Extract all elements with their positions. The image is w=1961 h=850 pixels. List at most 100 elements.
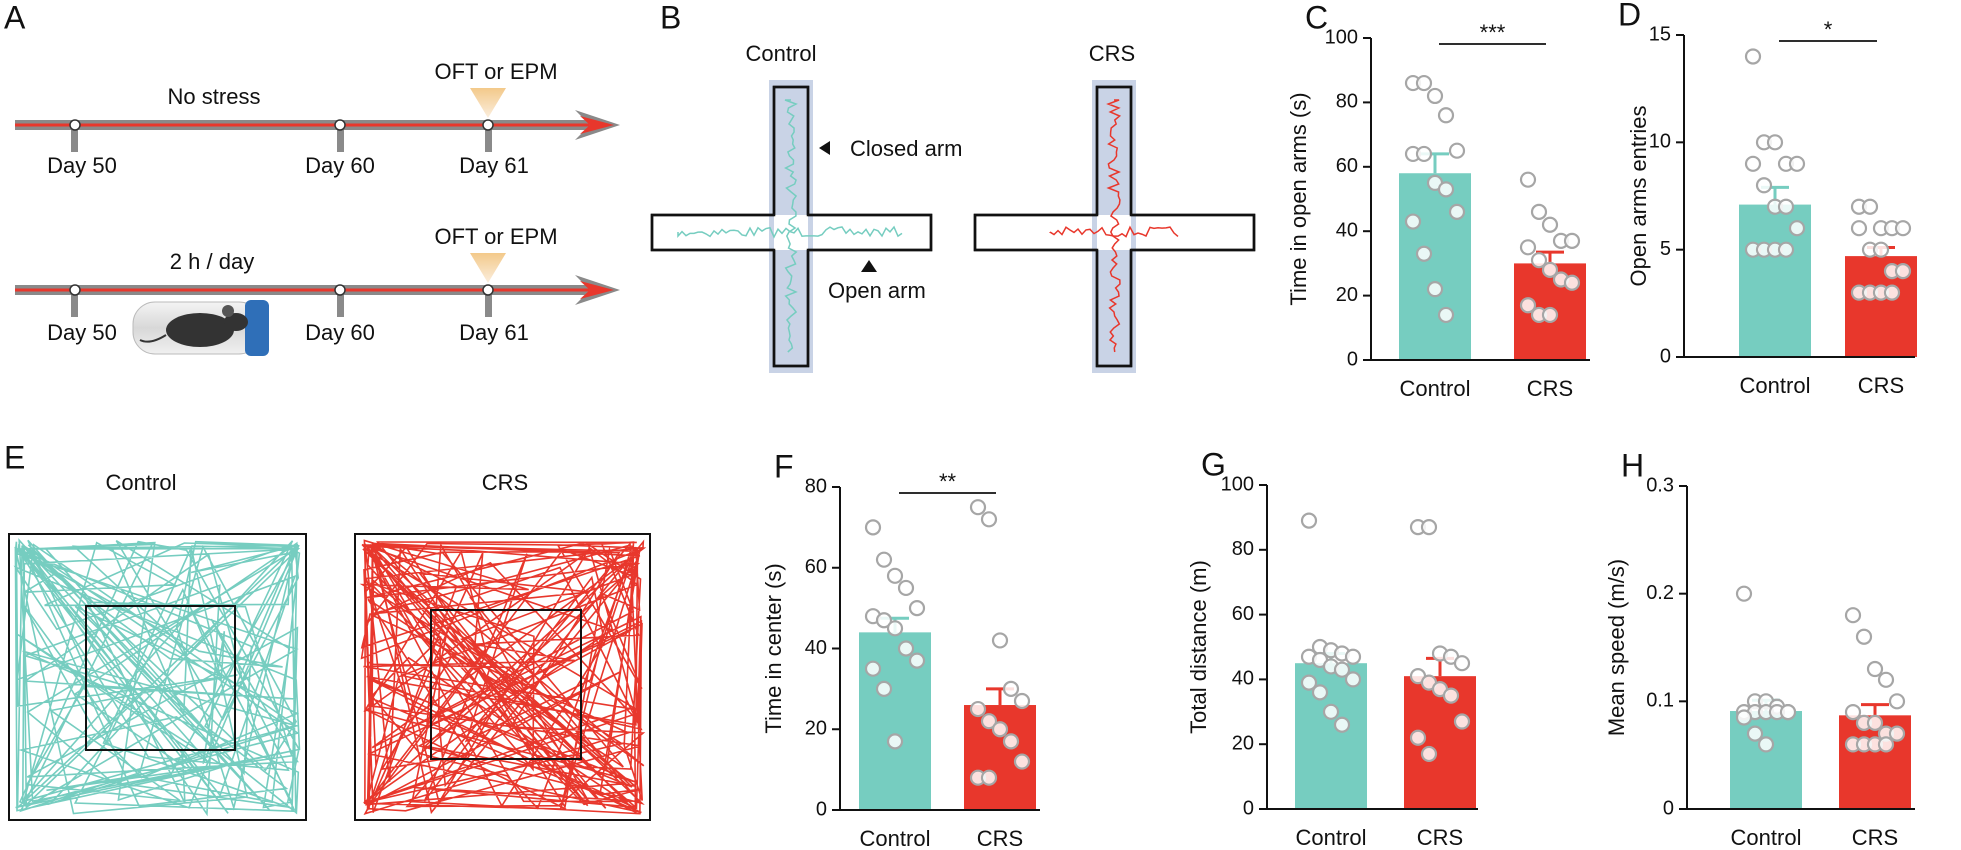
data-point: [1002, 733, 1020, 750]
error-bar: [1861, 703, 1889, 716]
tube-cap: [245, 300, 269, 356]
center-zone: [430, 609, 582, 760]
x-tick-label: CRS: [1417, 825, 1463, 850]
data-point: [1866, 660, 1884, 678]
data-point: [1855, 628, 1873, 645]
day-label: Day 50: [47, 320, 117, 345]
data-point: [1453, 713, 1471, 730]
data-point: [1563, 274, 1581, 291]
y-tick-label: 20: [1232, 732, 1254, 754]
panel-letter: C: [1305, 0, 1328, 35]
y-tick-label: 0: [1347, 348, 1358, 370]
arrow-head: [580, 281, 614, 299]
x-tick-label: CRS: [1858, 373, 1904, 398]
y-tick-label: 5: [1660, 238, 1671, 260]
day-tick: [337, 126, 344, 152]
y-tick-label: 0: [1660, 345, 1671, 367]
arrow-head: [580, 116, 614, 134]
data-point: [991, 721, 1009, 738]
timeline-caption: No stress: [168, 84, 261, 109]
data-point: [1448, 142, 1466, 159]
panel-letter: F: [774, 448, 794, 484]
panel-e: E Control CRS: [4, 439, 651, 821]
data-point: [1013, 753, 1031, 770]
x-tick-label: CRS: [1852, 825, 1898, 850]
day-label: Day 61: [459, 153, 529, 178]
restraint-tube: [132, 300, 269, 356]
data-point: [1333, 661, 1351, 678]
day-dot: [69, 284, 81, 296]
data-point: [1883, 284, 1901, 301]
data-point: [1541, 306, 1559, 324]
data-point: [1894, 220, 1912, 237]
data-point: [1415, 74, 1433, 92]
arena: [8, 533, 307, 821]
y-tick-label: 40: [805, 637, 827, 659]
data-point: [1437, 181, 1455, 198]
timeline: No stress OFT or EPM Day 50 Day 60 Day 6…: [15, 59, 620, 178]
bar-chart: H Mean speed (m/s) Control CRS 0 0.1 0.2 0.3: [1604, 447, 1915, 850]
panel-b: B Control CRS Closed arm Open arm: [650, 0, 1256, 373]
x-tick-label: Control: [1296, 825, 1367, 850]
day-dot: [482, 119, 494, 131]
annotation: Open arm: [828, 278, 926, 303]
data-point: [1541, 216, 1559, 233]
data-point: [1844, 703, 1862, 721]
day-label: Day 61: [459, 320, 529, 345]
data-point: [1744, 48, 1762, 65]
data-point: [1519, 297, 1537, 314]
pointer: [819, 141, 830, 155]
data-point: [886, 620, 904, 637]
significance-label: **: [939, 469, 957, 494]
center-zone: [85, 605, 236, 751]
data-point: [1437, 107, 1455, 124]
y-tick-label: 0: [1243, 797, 1254, 819]
y-tick-label: 20: [1336, 284, 1358, 306]
panel-a: A No stress OFT or EPM Day 50 Day 60 Day…: [4, 0, 620, 356]
data-point: [969, 499, 987, 516]
data-point: [991, 632, 1009, 649]
mouse: [166, 313, 234, 347]
data-point: [1300, 512, 1318, 529]
data-point: [1766, 134, 1784, 151]
track: [784, 99, 798, 353]
day-dot: [69, 119, 81, 131]
data-point: [1746, 725, 1764, 742]
group-label: CRS: [482, 470, 528, 495]
data-point: [1415, 245, 1433, 262]
maze-outline: [650, 85, 933, 368]
data-point: [1344, 648, 1362, 665]
track: [677, 225, 903, 239]
data-point: [1448, 203, 1466, 220]
data-point: [908, 652, 926, 669]
significance-label: ***: [1480, 20, 1506, 45]
data-point: [1777, 241, 1795, 258]
pointer: [861, 260, 877, 272]
test-label: OFT or EPM: [434, 59, 557, 84]
panel-letter: D: [1618, 0, 1641, 32]
data-point: [1755, 177, 1773, 194]
timeline: 2 h / day OFT or EPM Day 50 Day 60 Day 6…: [15, 224, 620, 356]
day-dot: [482, 284, 494, 296]
y-tick-label: 100: [1221, 473, 1254, 495]
y-axis-label: Total distance (m): [1186, 560, 1211, 734]
bar: [1399, 173, 1471, 360]
day-dot: [334, 284, 346, 296]
y-tick-label: 10: [1649, 131, 1671, 153]
data-point: [1437, 306, 1455, 324]
x-tick-label: Control: [1740, 373, 1811, 398]
y-tick-label: 40: [1336, 219, 1358, 241]
data-point: [1788, 155, 1806, 172]
data-point: [1788, 220, 1806, 237]
data-point: [1530, 203, 1548, 220]
data-point: [1300, 674, 1318, 691]
day-label: Day 60: [305, 153, 375, 178]
y-tick-label: 0: [816, 798, 827, 820]
day-tick: [71, 126, 78, 152]
bar-chart: F Time in center (s) Control CRS 0 20 40 60 80 **: [761, 448, 1040, 850]
bar-chart: D Open arms entries Control CRS 0 5 10 15 *: [1618, 0, 1917, 398]
y-axis-label: Time in open arms (s): [1286, 92, 1311, 305]
data-point: [1777, 198, 1795, 215]
panel-letter: E: [4, 439, 25, 475]
test-cone: [470, 88, 506, 118]
